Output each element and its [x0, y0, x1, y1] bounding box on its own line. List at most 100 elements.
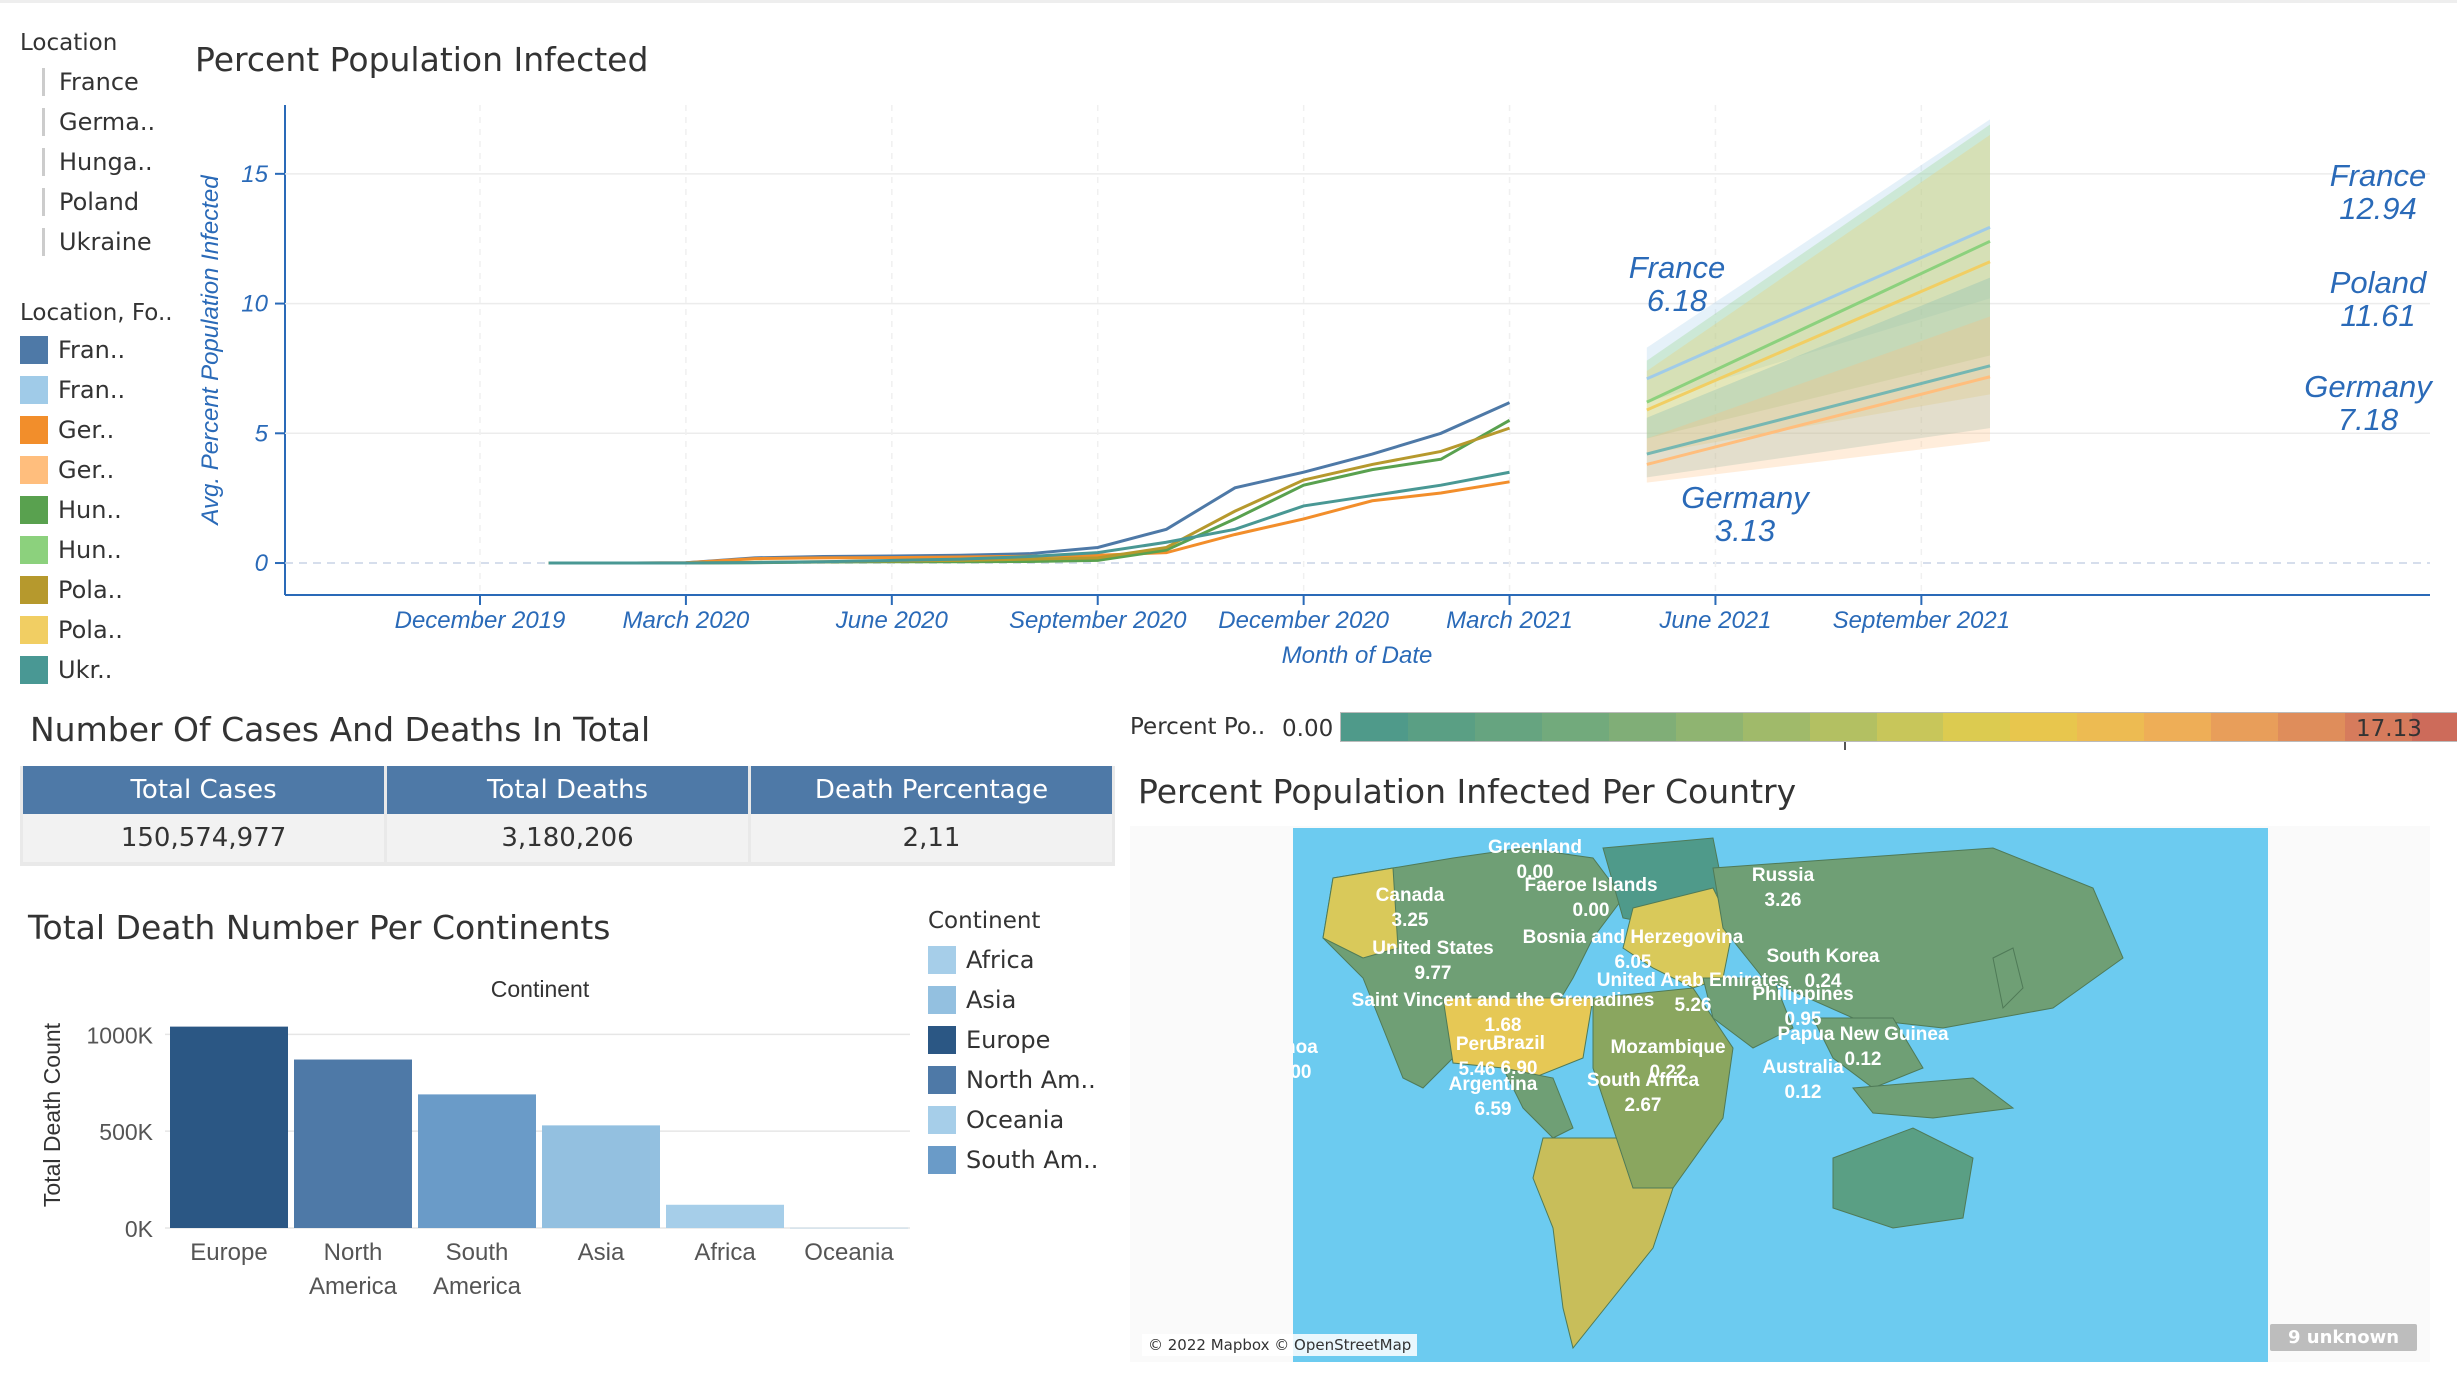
map-country-label[interactable]: Brazil 6.90 [1493, 1033, 1545, 1079]
map-country-label[interactable]: Faeroe Islands 0.00 [1524, 875, 1657, 921]
forecast-line[interactable] [1646, 260, 1991, 412]
africa-shape[interactable] [1592, 987, 1734, 1189]
indonesia-shape[interactable] [1852, 1077, 2015, 1119]
legend-swatch [20, 456, 48, 484]
bar[interactable] [666, 1204, 784, 1228]
bar[interactable] [170, 1026, 288, 1228]
map-country-label[interactable]: Philippines 0.95 [1752, 984, 1853, 1030]
bar[interactable] [294, 1059, 412, 1228]
series-line[interactable] [548, 480, 1510, 565]
forecast-line[interactable] [1646, 225, 1991, 381]
map-country-name: Peru [1456, 1034, 1498, 1055]
continent-legend-item[interactable]: North Am.. [928, 1060, 1148, 1100]
legend-swatch [20, 536, 48, 564]
map-country-value: 6.05 [1615, 952, 1652, 973]
continent-legend-label: Africa [966, 946, 1035, 974]
map-country-name: Mozambique [1610, 1037, 1725, 1058]
map-country-value: 0.00 [1517, 862, 1554, 883]
series-line[interactable] [548, 419, 1511, 565]
location-filter-item[interactable]: Poland [20, 182, 180, 222]
series-line[interactable] [548, 401, 1511, 565]
map-country-label[interactable]: South Africa 2.67 [1587, 1070, 1700, 1116]
continent-legend-item[interactable]: Oceania [928, 1100, 1148, 1140]
color-legend-item[interactable]: Ger.. [20, 410, 190, 450]
map-country-label[interactable]: Bosnia and Herzegovina 6.05 [1523, 927, 1744, 973]
category-label: Africa [694, 1239, 756, 1266]
line-annotation-value: 12.94 [2339, 191, 2417, 226]
alaska-shape[interactable] [1322, 867, 1399, 959]
map-country-label[interactable]: amoa 0.00 [1293, 1037, 1318, 1083]
map-country-name: Saint Vincent and the Grenadines [1352, 990, 1655, 1011]
bar[interactable] [790, 1227, 908, 1229]
y-tick-label: 500K [99, 1119, 153, 1145]
middle-east-shape[interactable] [1702, 977, 1794, 1049]
x-tick-label: September 2020 [1009, 607, 1187, 634]
x-tick-label: June 2020 [835, 607, 949, 634]
south-asia-shape[interactable] [1812, 1017, 1924, 1089]
map-country-name: Papua New Guinea [1777, 1024, 1948, 1045]
map-country-label[interactable]: Australia 0.12 [1762, 1057, 1844, 1103]
map-country-label[interactable]: Russia 3.26 [1752, 865, 1815, 911]
x-tick-label: March 2020 [623, 607, 750, 634]
map-country-name: amoa [1293, 1037, 1318, 1058]
location-filter-item[interactable]: Hunga.. [20, 142, 180, 182]
map-country-value: 5.26 [1675, 995, 1712, 1016]
unknown-badge[interactable]: 9 unknown [2270, 1324, 2418, 1351]
map-country-label[interactable]: Papua New Guinea 0.12 [1777, 1024, 1948, 1070]
japan-shape[interactable] [1992, 947, 2024, 1010]
color-legend-label: Pola.. [58, 576, 123, 604]
central-america-shape[interactable] [1502, 1067, 1574, 1139]
map-country-label[interactable]: United States 9.77 [1372, 938, 1493, 984]
australia-shape[interactable] [1832, 1127, 1974, 1229]
forecast-line[interactable] [1646, 239, 1991, 404]
line-annotation-value: 6.18 [1647, 283, 1708, 318]
continent-legend-item[interactable]: Europe [928, 1020, 1148, 1060]
color-legend-item[interactable]: Pola.. [20, 570, 190, 610]
map-country-label[interactable]: Saint Vincent and the Grenadines 1.68 [1352, 990, 1655, 1036]
map-country-label[interactable]: Argentina 6.59 [1449, 1074, 1538, 1120]
color-scale-step [2278, 713, 2346, 741]
color-legend-item[interactable]: Pola.. [20, 610, 190, 650]
map-country-value: 0.12 [1785, 1082, 1822, 1103]
map-country-label[interactable]: Mozambique 0.22 [1610, 1037, 1725, 1083]
map-country-label[interactable]: Peru 5.46 [1456, 1034, 1498, 1080]
forecast-line[interactable] [1646, 375, 1991, 466]
forecast-line[interactable] [1646, 364, 1991, 456]
bar[interactable] [418, 1094, 536, 1228]
x-axis-title: Month of Date [1282, 642, 1433, 669]
continent-legend-label: Asia [966, 986, 1017, 1014]
color-legend-item[interactable]: Fran.. [20, 370, 190, 410]
map-country-label[interactable]: Canada 3.25 [1376, 885, 1445, 931]
location-filter-label: Germa.. [59, 108, 156, 136]
legend-swatch [20, 616, 48, 644]
map-country-value: 0.00 [1573, 900, 1610, 921]
legend-swatch [928, 1106, 956, 1134]
location-filter-item[interactable]: Ukraine [20, 222, 180, 262]
location-filter-item[interactable]: France [20, 62, 180, 102]
continent-legend-item[interactable]: Asia [928, 980, 1148, 1020]
color-scale-step [1341, 713, 1408, 741]
continent-legend-item[interactable]: Africa [928, 940, 1148, 980]
map-panel[interactable]: Greenland 0.00 Faeroe Islands 0.00 Russia 3.2… [1130, 826, 2430, 1362]
color-legend-item[interactable]: Hun.. [20, 530, 190, 570]
line-annotation-name: Poland [2330, 265, 2428, 300]
map-country-name: United Arab Emirates [1597, 970, 1790, 991]
bar[interactable] [542, 1125, 660, 1228]
legend-swatch [928, 1066, 956, 1094]
color-legend-title: Location, Fo.. [20, 300, 173, 326]
location-filter-item[interactable]: Germa.. [20, 102, 180, 142]
color-legend-item[interactable]: Ukr.. [20, 650, 190, 690]
color-legend-item[interactable]: Ger.. [20, 450, 190, 490]
color-legend-item[interactable]: Hun.. [20, 490, 190, 530]
continent-legend-item[interactable]: South Am.. [928, 1140, 1148, 1180]
color-scale-max: 17.13 [2356, 716, 2422, 742]
line-annotation-value: 3.13 [1715, 513, 1775, 548]
color-legend-item[interactable]: Fran.. [20, 330, 190, 370]
continent-legend: Continent Africa Asia Europe North Am.. Ocea… [928, 908, 1148, 1180]
map-country-label[interactable]: Greenland 0.00 [1488, 837, 1582, 883]
map-country-label[interactable]: United Arab Emirates 5.26 [1597, 970, 1790, 1016]
map-country-label[interactable]: South Korea 0.24 [1767, 946, 1880, 992]
filter-bar [42, 68, 45, 96]
series-line[interactable] [548, 470, 1510, 565]
